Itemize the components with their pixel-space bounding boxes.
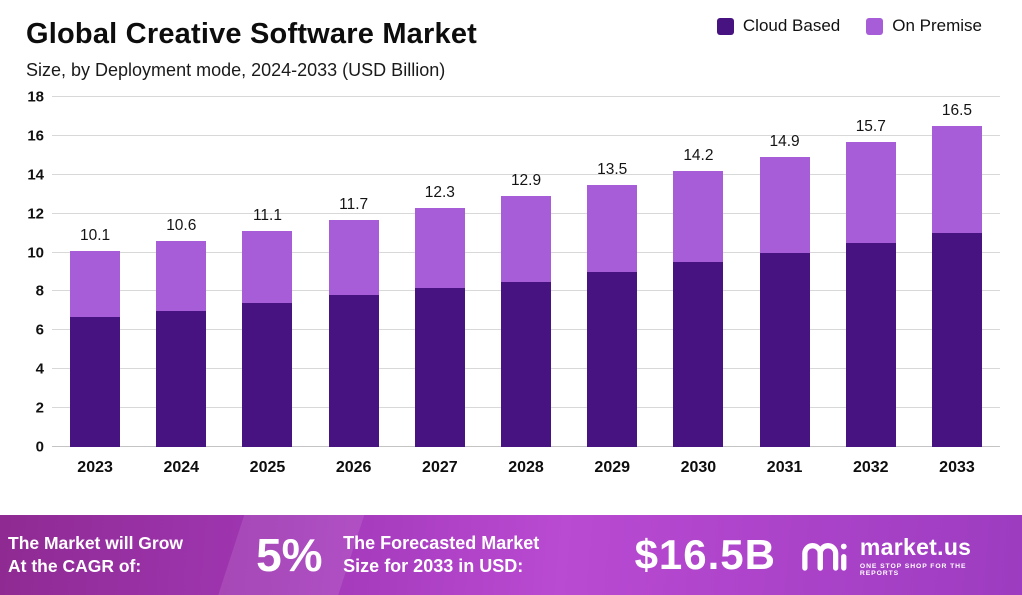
- legend-item-on-premise: On Premise: [866, 16, 982, 36]
- legend-item-cloud-based: Cloud Based: [716, 16, 841, 36]
- x-tick-label-2029: 2029: [594, 459, 631, 476]
- bar-segment-cloud-based: [931, 233, 982, 447]
- gridline: [52, 96, 1000, 97]
- bar-segment-cloud-based: [587, 272, 638, 447]
- bar-group-2030: 14.2: [655, 97, 741, 447]
- bar-total-label: 11.1: [252, 207, 282, 225]
- x-tick-label-2027: 2027: [422, 459, 458, 476]
- bar-total-label: 16.5: [941, 102, 973, 120]
- bar-segment-cloud-based: [501, 281, 552, 447]
- x-tick-label-2023: 2023: [77, 459, 113, 476]
- page-subtitle: Size, by Deployment mode, 2024-2033 (USD…: [26, 60, 446, 80]
- y-tick-label: 14: [27, 166, 44, 184]
- plot-area: 10.1 10.6 11.1 11.7 12.3 12.9 13.5 14.2 14.9 15.7…: [52, 96, 1000, 447]
- y-tick-label: 12: [27, 205, 44, 223]
- gridline: [52, 134, 1000, 136]
- bottom-banner: The Market will Grow At the CAGR of: 5% …: [0, 515, 1022, 595]
- marketus-logo-icon: [802, 543, 847, 571]
- bar-segment-on-premise: [70, 250, 121, 317]
- bar-group-2033: 16.5: [914, 97, 1000, 447]
- bar-total-label: 12.3: [424, 183, 455, 201]
- cagr-text-line2: At the CAGR of:: [8, 556, 142, 576]
- cagr-text-line1: The Market will Grow: [8, 533, 184, 554]
- bar-segment-on-premise: [414, 207, 465, 288]
- legend-swatch-cloud-based: [716, 17, 734, 35]
- bar-group-2032: 15.7: [828, 97, 914, 447]
- cagr-text: The Market will Grow At the CAGR of:: [8, 532, 235, 578]
- bar-segment-cloud-based: [759, 252, 810, 447]
- bar-segment-on-premise: [156, 240, 207, 311]
- bar-total-label: 10.6: [166, 216, 197, 234]
- bar-group-2023: 10.1: [52, 97, 138, 447]
- bar-segment-cloud-based: [414, 287, 465, 447]
- bar-segment-on-premise: [328, 219, 379, 296]
- bar-segment-cloud-based: [156, 310, 207, 447]
- gridline: [52, 173, 1000, 175]
- bar-group-2027: 12.3: [397, 97, 483, 447]
- legend-label-cloud-based: Cloud Based: [742, 16, 841, 35]
- marketus-logo-text: market.us One Stop Shop For The Reports: [860, 534, 1008, 577]
- y-tick-label: 4: [35, 360, 44, 378]
- bar-segment-on-premise: [501, 196, 552, 282]
- forecast-text: The Forecasted Market Size for 2033 in U…: [343, 532, 610, 579]
- bar-segment-on-premise: [845, 141, 896, 243]
- marketus-logo-tagline: One Stop Shop For The Reports: [859, 562, 967, 577]
- y-tick-label: 18: [27, 88, 44, 106]
- bar-group-2026: 11.7: [311, 97, 397, 447]
- bar-segment-on-premise: [587, 184, 638, 272]
- chart-header: Global Creative Software Market Size, by…: [0, 0, 1022, 81]
- bar-segment-cloud-based: [845, 242, 896, 447]
- y-tick-label: 0: [35, 438, 44, 456]
- bar-segment-cloud-based: [242, 303, 293, 447]
- bar-total-label: 10.1: [80, 226, 111, 244]
- y-tick-label: 6: [35, 321, 44, 339]
- bar-segment-on-premise: [242, 231, 293, 304]
- bar-segment-on-premise: [759, 157, 810, 253]
- bar-group-2029: 13.5: [569, 97, 655, 447]
- forecast-text-line2: Size for 2033 in USD:: [343, 556, 524, 576]
- x-tick-label-2025: 2025: [249, 459, 286, 476]
- x-tick-label-2032: 2032: [852, 459, 889, 476]
- bar-total-label: 12.9: [510, 172, 542, 190]
- bar-segment-cloud-based: [328, 295, 379, 447]
- x-tick-label-2033: 2033: [939, 459, 975, 476]
- cagr-value: 5%: [256, 529, 323, 581]
- bar-total-label: 11.7: [339, 195, 369, 213]
- marketus-logo-name: market.us: [859, 533, 972, 560]
- bar-total-label: 13.5: [597, 160, 628, 178]
- bars-container: 10.1 10.6 11.1 11.7 12.3 12.9 13.5 14.2 14.9 15.7…: [52, 97, 1000, 447]
- bar-group-2024: 10.6: [138, 97, 224, 447]
- y-tick-label: 8: [35, 282, 44, 300]
- bar-group-2031: 14.9: [742, 97, 828, 447]
- marketus-logo: market.us One Stop Shop For The Reports: [800, 534, 1008, 577]
- bar-segment-on-premise: [931, 126, 982, 234]
- x-axis: 2023 2024 2025 2026 2027 2028 2029 2030 2031 2032…: [52, 447, 1000, 487]
- bar-group-2028: 12.9: [483, 97, 569, 447]
- forecast-value: $16.5B: [634, 531, 776, 578]
- y-tick-label: 2: [35, 399, 44, 417]
- bar-total-label: 15.7: [855, 117, 886, 135]
- forecast-text-line1: The Forecasted Market: [343, 532, 540, 553]
- y-tick-label: 16: [27, 127, 44, 145]
- bar-total-label: 14.9: [769, 133, 800, 151]
- page-title: Global Creative Software Market: [26, 18, 478, 50]
- bar-group-2025: 11.1: [224, 97, 310, 447]
- y-axis: 0 2 4 6 8 10 12 14 16 18: [16, 89, 52, 456]
- y-tick-label: 10: [27, 244, 44, 262]
- bar-segment-cloud-based: [673, 262, 724, 447]
- bar-segment-on-premise: [673, 170, 724, 263]
- x-tick-label-2026: 2026: [335, 459, 372, 476]
- bar-segment-cloud-based: [70, 316, 121, 447]
- legend: Cloud Based On Premise: [716, 16, 982, 36]
- legend-label-on-premise: On Premise: [892, 16, 982, 35]
- x-tick-label-2030: 2030: [680, 459, 717, 476]
- stacked-bar-chart: 0 2 4 6 8 10 12 14 16 18 10.1 10.6 11.1 11.7 12.3 12.9…: [0, 81, 1022, 487]
- x-tick-label-2031: 2031: [766, 459, 803, 476]
- x-tick-label-2028: 2028: [508, 459, 544, 476]
- legend-swatch-on-premise: [866, 17, 884, 35]
- x-tick-label-2024: 2024: [163, 459, 200, 476]
- bar-total-label: 14.2: [683, 146, 714, 164]
